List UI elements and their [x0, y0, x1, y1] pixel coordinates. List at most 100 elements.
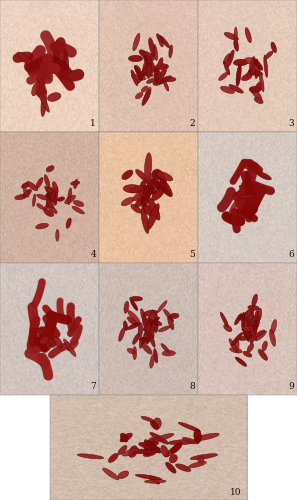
- Ellipse shape: [45, 194, 57, 198]
- Ellipse shape: [52, 195, 56, 205]
- Ellipse shape: [159, 37, 163, 47]
- Ellipse shape: [249, 56, 255, 73]
- Ellipse shape: [64, 339, 76, 356]
- Ellipse shape: [243, 324, 249, 342]
- Ellipse shape: [144, 318, 152, 326]
- Ellipse shape: [146, 78, 156, 84]
- Ellipse shape: [124, 301, 129, 314]
- Ellipse shape: [72, 206, 84, 214]
- Ellipse shape: [54, 57, 72, 72]
- Ellipse shape: [40, 336, 49, 344]
- Ellipse shape: [159, 76, 172, 84]
- Ellipse shape: [244, 330, 251, 338]
- Ellipse shape: [141, 342, 152, 354]
- Ellipse shape: [255, 82, 261, 92]
- Ellipse shape: [45, 186, 53, 196]
- Ellipse shape: [43, 202, 51, 210]
- Ellipse shape: [54, 40, 60, 65]
- Ellipse shape: [244, 309, 254, 318]
- Ellipse shape: [73, 200, 84, 206]
- Ellipse shape: [239, 186, 251, 192]
- Ellipse shape: [170, 313, 179, 318]
- Ellipse shape: [32, 82, 40, 96]
- Ellipse shape: [249, 86, 262, 92]
- Ellipse shape: [53, 182, 58, 193]
- Ellipse shape: [147, 204, 159, 230]
- Ellipse shape: [36, 178, 43, 188]
- Ellipse shape: [141, 416, 154, 422]
- Ellipse shape: [141, 86, 148, 92]
- Ellipse shape: [162, 350, 175, 356]
- Ellipse shape: [56, 230, 59, 241]
- Ellipse shape: [49, 194, 57, 204]
- Ellipse shape: [160, 179, 172, 197]
- Ellipse shape: [223, 54, 230, 64]
- Ellipse shape: [150, 421, 159, 430]
- Ellipse shape: [147, 172, 158, 180]
- Ellipse shape: [157, 70, 166, 80]
- Ellipse shape: [47, 188, 53, 204]
- Ellipse shape: [151, 317, 159, 324]
- Ellipse shape: [145, 448, 152, 456]
- Ellipse shape: [127, 317, 138, 326]
- Ellipse shape: [229, 338, 238, 352]
- Ellipse shape: [148, 332, 155, 347]
- Ellipse shape: [67, 341, 78, 350]
- Ellipse shape: [122, 170, 133, 179]
- Ellipse shape: [242, 326, 256, 331]
- Ellipse shape: [44, 175, 50, 188]
- Ellipse shape: [131, 70, 138, 86]
- Ellipse shape: [147, 64, 151, 78]
- Text: 7: 7: [90, 382, 96, 390]
- Ellipse shape: [41, 91, 47, 116]
- Ellipse shape: [138, 444, 155, 450]
- Ellipse shape: [153, 44, 158, 60]
- Ellipse shape: [220, 86, 234, 94]
- Ellipse shape: [163, 80, 169, 91]
- Ellipse shape: [161, 446, 168, 457]
- Ellipse shape: [156, 172, 173, 181]
- Ellipse shape: [271, 320, 277, 334]
- Ellipse shape: [144, 87, 151, 102]
- Ellipse shape: [168, 440, 197, 444]
- Ellipse shape: [44, 210, 53, 216]
- Ellipse shape: [245, 28, 251, 43]
- Ellipse shape: [120, 433, 128, 442]
- Ellipse shape: [235, 338, 239, 352]
- Ellipse shape: [150, 319, 162, 326]
- Ellipse shape: [189, 462, 206, 468]
- Ellipse shape: [255, 331, 266, 341]
- Ellipse shape: [108, 454, 118, 462]
- Ellipse shape: [145, 60, 152, 70]
- Ellipse shape: [118, 446, 127, 454]
- Ellipse shape: [169, 454, 177, 463]
- Ellipse shape: [198, 456, 204, 464]
- Ellipse shape: [244, 318, 252, 330]
- Ellipse shape: [243, 331, 253, 336]
- Ellipse shape: [258, 350, 268, 360]
- Ellipse shape: [157, 300, 167, 312]
- Ellipse shape: [65, 195, 75, 204]
- Ellipse shape: [149, 476, 159, 484]
- Ellipse shape: [238, 314, 249, 321]
- Ellipse shape: [133, 346, 137, 360]
- Ellipse shape: [139, 338, 148, 342]
- Ellipse shape: [132, 74, 146, 80]
- Ellipse shape: [145, 326, 150, 336]
- Ellipse shape: [157, 171, 167, 185]
- Ellipse shape: [148, 317, 151, 328]
- Ellipse shape: [139, 50, 148, 57]
- Ellipse shape: [149, 38, 155, 55]
- Ellipse shape: [150, 354, 154, 368]
- Ellipse shape: [178, 422, 200, 432]
- Ellipse shape: [153, 170, 160, 190]
- Ellipse shape: [46, 193, 53, 201]
- Ellipse shape: [251, 59, 258, 74]
- Ellipse shape: [144, 52, 154, 60]
- Ellipse shape: [161, 344, 170, 353]
- Ellipse shape: [247, 316, 252, 332]
- Ellipse shape: [245, 309, 252, 318]
- Ellipse shape: [134, 66, 142, 80]
- Ellipse shape: [244, 326, 254, 332]
- Ellipse shape: [147, 52, 155, 64]
